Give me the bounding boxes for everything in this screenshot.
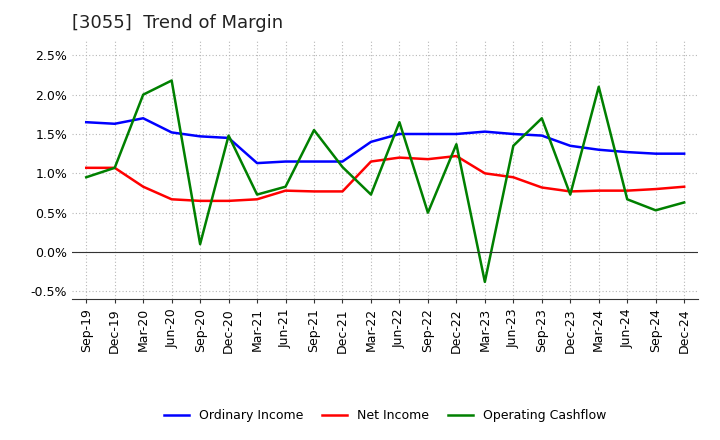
Ordinary Income [82, 120, 91, 125]
Net Income [253, 197, 261, 202]
Ordinary Income [395, 132, 404, 137]
Net Income [139, 184, 148, 189]
Operating Cashflow [652, 208, 660, 213]
Net Income [310, 189, 318, 194]
Net Income [566, 189, 575, 194]
Ordinary Income [338, 159, 347, 164]
Operating Cashflow [480, 279, 489, 285]
Ordinary Income [225, 135, 233, 140]
Text: [3055]  Trend of Margin: [3055] Trend of Margin [72, 15, 283, 33]
Operating Cashflow [310, 128, 318, 133]
Operating Cashflow [537, 116, 546, 121]
Ordinary Income [509, 132, 518, 137]
Net Income [509, 175, 518, 180]
Ordinary Income [452, 132, 461, 137]
Ordinary Income [366, 139, 375, 144]
Operating Cashflow [167, 78, 176, 83]
Ordinary Income [139, 116, 148, 121]
Net Income [537, 185, 546, 190]
Net Income [196, 198, 204, 204]
Ordinary Income [310, 159, 318, 164]
Net Income [595, 188, 603, 193]
Ordinary Income [167, 130, 176, 135]
Net Income [423, 157, 432, 162]
Operating Cashflow [566, 192, 575, 197]
Net Income [480, 171, 489, 176]
Net Income [282, 188, 290, 193]
Net Income [338, 189, 347, 194]
Ordinary Income [566, 143, 575, 148]
Net Income [652, 187, 660, 192]
Ordinary Income [480, 129, 489, 134]
Ordinary Income [652, 151, 660, 156]
Line: Operating Cashflow: Operating Cashflow [86, 81, 684, 282]
Legend: Ordinary Income, Net Income, Operating Cashflow: Ordinary Income, Net Income, Operating C… [159, 404, 611, 427]
Operating Cashflow [423, 210, 432, 215]
Net Income [395, 155, 404, 160]
Operating Cashflow [595, 84, 603, 89]
Ordinary Income [537, 133, 546, 138]
Operating Cashflow [395, 120, 404, 125]
Ordinary Income [423, 132, 432, 137]
Ordinary Income [282, 159, 290, 164]
Net Income [452, 154, 461, 159]
Net Income [680, 184, 688, 189]
Operating Cashflow [110, 165, 119, 170]
Ordinary Income [680, 151, 688, 156]
Ordinary Income [196, 134, 204, 139]
Operating Cashflow [338, 165, 347, 170]
Net Income [366, 159, 375, 164]
Line: Ordinary Income: Ordinary Income [86, 118, 684, 163]
Net Income [623, 188, 631, 193]
Operating Cashflow [82, 175, 91, 180]
Net Income [82, 165, 91, 170]
Ordinary Income [595, 147, 603, 152]
Operating Cashflow [282, 184, 290, 189]
Operating Cashflow [452, 142, 461, 147]
Operating Cashflow [196, 242, 204, 247]
Ordinary Income [623, 150, 631, 155]
Line: Net Income: Net Income [86, 156, 684, 201]
Net Income [110, 165, 119, 170]
Operating Cashflow [680, 200, 688, 205]
Operating Cashflow [509, 143, 518, 148]
Net Income [225, 198, 233, 204]
Ordinary Income [253, 161, 261, 166]
Operating Cashflow [225, 133, 233, 138]
Operating Cashflow [139, 92, 148, 97]
Operating Cashflow [623, 197, 631, 202]
Operating Cashflow [366, 192, 375, 197]
Ordinary Income [110, 121, 119, 126]
Net Income [167, 197, 176, 202]
Operating Cashflow [253, 192, 261, 197]
